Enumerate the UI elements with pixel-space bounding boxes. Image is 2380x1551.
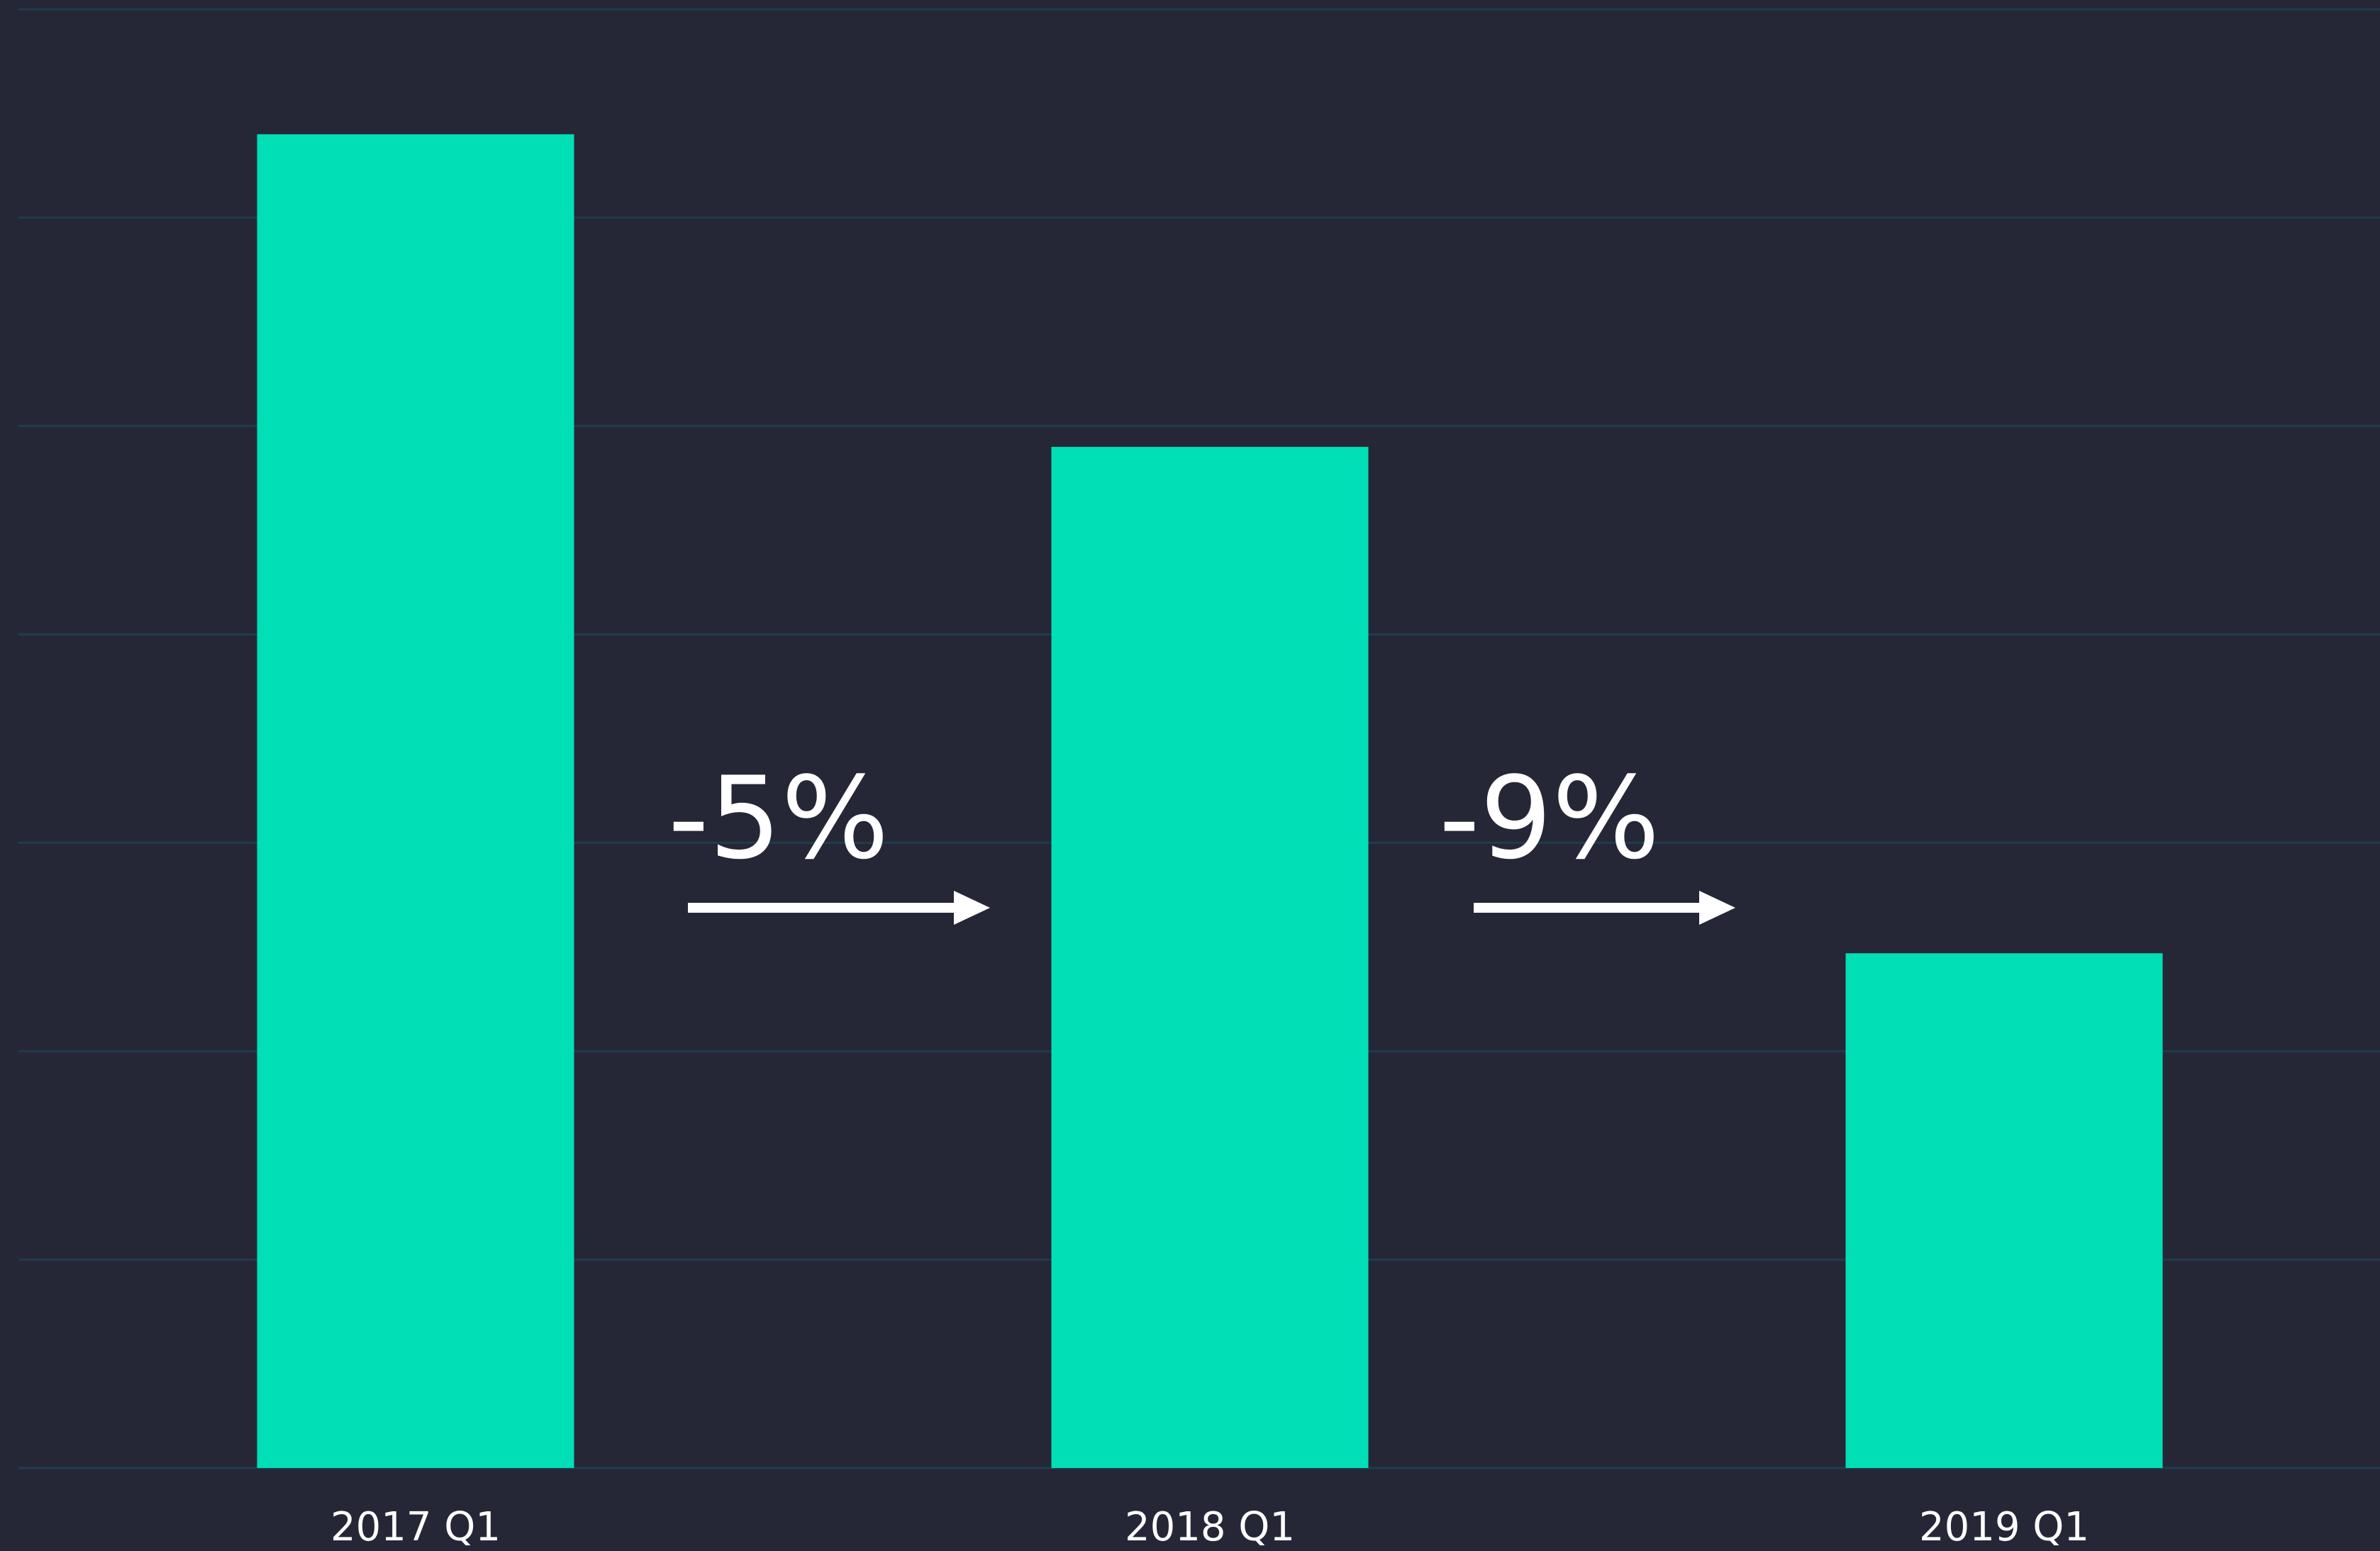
bar [1051,447,1369,1468]
bar [257,134,574,1468]
arrow [688,891,990,925]
arrow [1474,891,1735,925]
bar [1845,953,2163,1468]
x-tick-label: 2018 Q1 [1125,1504,1295,1550]
annotation: -5% [668,752,889,884]
annotation: -9% [1439,752,1660,884]
x-tick-label: 2017 Q1 [330,1504,501,1550]
x-tick-label: 2019 Q1 [1919,1504,2089,1550]
